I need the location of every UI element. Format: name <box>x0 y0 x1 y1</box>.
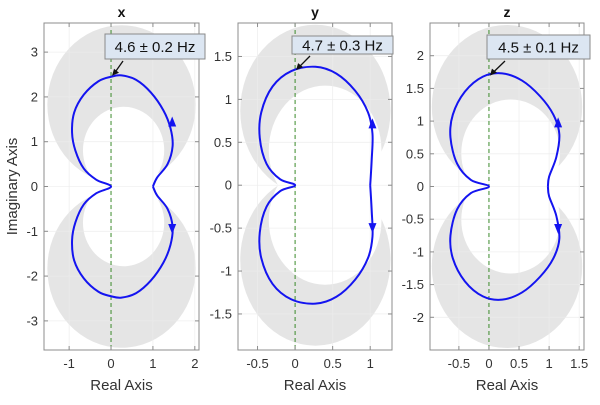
x-tick-label: -1 <box>63 356 75 371</box>
y-tick-label: 3 <box>31 45 38 60</box>
y-tick-label: 0.5 <box>214 135 232 150</box>
y-axis-label: Imaginary Axis <box>4 138 21 236</box>
annotation-box <box>486 34 591 60</box>
y-tick-label: -3 <box>26 313 38 328</box>
y-tick-label: -1 <box>26 224 38 239</box>
y-tick-label: -2 <box>412 310 424 325</box>
nyquist-curve <box>71 74 174 299</box>
y-tick-label: 1.5 <box>406 81 424 96</box>
annotation-arrowhead <box>489 68 497 76</box>
annotation-arrowhead <box>296 63 304 71</box>
x-tick-label: 1 <box>545 356 552 371</box>
direction-arrow-up <box>168 116 177 127</box>
uncertainty-band-inner <box>82 106 165 194</box>
uncertainty-band-inner <box>461 166 560 274</box>
y-tick-label: 0.5 <box>406 146 424 161</box>
x-tick-label: -0.5 <box>246 356 268 371</box>
y-tick-label: -1.5 <box>402 277 424 292</box>
y-tick-label: 1 <box>225 92 232 107</box>
y-tick-label: 0 <box>31 179 38 194</box>
y-tick-label: -0.5 <box>402 212 424 227</box>
y-tick-label: 0 <box>417 179 424 194</box>
subplot-title: x <box>118 4 126 20</box>
x-tick-label: 2 <box>191 356 198 371</box>
y-tick-label: -0.5 <box>210 221 232 236</box>
y-tick-label: 1.5 <box>214 49 232 64</box>
plot-area <box>44 23 199 350</box>
subplot-y: -0.5 0 0.5 1 -1.5 -1 -0.5 0 0.5 1 1.5 y Real Axis 4.7… <box>210 4 394 394</box>
x-tick-label: 0 <box>485 356 492 371</box>
annotation-label: 4.7 ± 0.3 Hz <box>302 38 383 55</box>
direction-arrow-up <box>368 118 377 129</box>
x-tick-label: 0 <box>107 356 114 371</box>
uncertainty-band-inner <box>82 179 165 267</box>
direction-arrow-down <box>168 224 177 235</box>
x-tick-label: 0.5 <box>510 356 528 371</box>
subplot-z: -0.5 0 0.5 1 1.5 -2 -1.5 -1 -0.5 0 0.5 1 1.5 2 z Real A… <box>402 4 591 394</box>
plot-area <box>430 23 584 350</box>
nyquist-curve <box>258 65 374 305</box>
subplot-title: y <box>311 4 319 20</box>
nyquist-curve <box>449 72 561 301</box>
subplot-x: -1 0 1 2 -3 -2 -1 0 1 2 3 x Real Axis Imaginary Axis 4… <box>4 4 206 394</box>
x-tick-label: 0.5 <box>324 356 342 371</box>
x-tick-label: 1 <box>149 356 156 371</box>
y-tick-label: 1 <box>31 134 38 149</box>
annotation-box <box>104 33 206 60</box>
x-tick-label: 0 <box>291 356 298 371</box>
uncertainty-band-inner <box>268 156 382 285</box>
subplot-title: z <box>504 4 511 20</box>
direction-arrow-down <box>554 224 563 235</box>
axes-box <box>237 22 393 351</box>
x-axis-label: Real Axis <box>476 377 539 394</box>
x-tick-label: -0.5 <box>448 356 470 371</box>
direction-arrow-down <box>368 223 377 234</box>
direction-arrow-up <box>554 117 563 128</box>
annotation-arrowhead <box>112 68 120 76</box>
y-tick-label: 0 <box>225 178 232 193</box>
annotation-box <box>291 35 394 55</box>
x-tick-label: 1 <box>367 356 374 371</box>
y-tick-label: 2 <box>31 89 38 104</box>
annotation-label: 4.6 ± 0.2 Hz <box>115 39 196 56</box>
y-tick-label: -1 <box>220 264 232 279</box>
y-tick-label: -2 <box>26 269 38 284</box>
x-axis-label: Real Axis <box>284 377 347 394</box>
x-tick-label: 1.5 <box>570 356 588 371</box>
y-tick-label: -1 <box>412 244 424 259</box>
y-tick-label: 2 <box>417 48 424 63</box>
annotation-label: 4.5 ± 0.1 Hz <box>498 40 579 57</box>
y-tick-label: -1.5 <box>210 306 232 321</box>
x-axis-label: Real Axis <box>90 377 153 394</box>
plot-area <box>238 23 392 350</box>
y-tick-label: 1 <box>417 114 424 129</box>
